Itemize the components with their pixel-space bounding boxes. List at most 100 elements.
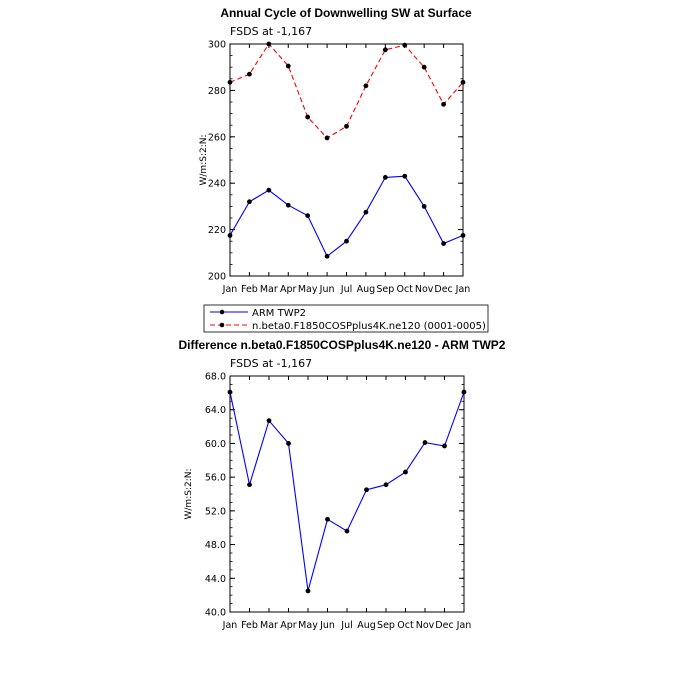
chart-2-series-0-point — [344, 528, 350, 534]
chart-1-y-tick-label: 260 — [208, 132, 226, 143]
chart-1-series-1-point — [344, 123, 349, 129]
chart-2-series-0-point — [422, 440, 428, 445]
chart-2-series-0-point — [442, 443, 447, 449]
chart-1-series-1-point — [247, 71, 252, 77]
chart-2-y-tick-label: 64.0 — [205, 405, 226, 416]
chart-1-x-tick-label: Aug — [357, 284, 376, 295]
chart-2-series-0-point — [305, 588, 311, 594]
chart-2-series — [227, 389, 467, 594]
chart-1-series-0-point — [344, 238, 349, 244]
chart-2-series-line-0 — [229, 391, 465, 592]
chart-1-series-1-point — [382, 47, 388, 53]
chart-2-y-tick-label: 52.0 — [205, 506, 226, 517]
chart-1-axes: Jan Feb Mar Apr May Jun Jul Aug Sep Oct Nov Dec Jan2… — [208, 40, 470, 296]
chart-2-y-tick-label: 48.0 — [205, 540, 226, 551]
chart-1-y-axis-label: W/m:S:2:N: — [199, 135, 209, 186]
chart-2-x-tick-label: Nov — [416, 620, 435, 631]
chart-1-series-0-point — [247, 199, 252, 205]
chart-1-series-0-point — [402, 173, 408, 179]
chart-1-series-0-point — [460, 233, 466, 238]
chart-2-x-tick-label: Jan — [222, 620, 238, 631]
chart-2-series-0-point — [364, 487, 369, 493]
chart-2-x-tick-label: Dec — [435, 620, 453, 631]
chart-1-series-1-point — [285, 63, 291, 69]
chart-2-y-tick-label: 40.0 — [205, 608, 226, 619]
chart-2-y-axis-label: W/m:S:2:N: — [184, 469, 194, 520]
chart-1-x-tick-label: Dec — [434, 284, 452, 295]
chart-1-series-1-point — [227, 79, 233, 85]
chart-2-x-tick-label: Jul — [340, 620, 352, 631]
chart-1-series-0-point — [441, 241, 446, 246]
chart-2-y-tick-label: 44.0 — [205, 574, 226, 585]
chart-1-x-tick-label: Mar — [260, 284, 278, 295]
chart-1-series-0-point — [305, 213, 311, 219]
chart-1-y-tick-label: 220 — [208, 225, 226, 236]
chart-2-y-tick-label: 60.0 — [205, 439, 226, 450]
chart-1-series-1-point — [421, 64, 427, 70]
legend-marker-model — [219, 322, 225, 328]
legend-box — [203, 304, 489, 333]
chart-1-x-tick-label: Jun — [319, 284, 335, 295]
chart-2-series-0-point — [227, 389, 233, 395]
chart-2-x-tick-label: Jan — [456, 620, 472, 631]
chart-1-x-tick-label: Jan — [222, 284, 238, 295]
chart-2-title: Difference n.beta0.F1850COSPplus4K.ne120… — [179, 338, 506, 352]
chart-difference: Difference n.beta0.F1850COSPplus4K.ne120… — [179, 338, 506, 631]
chart-1-series — [227, 41, 466, 259]
chart-1-title: Annual Cycle of Downwelling SW at Surfac… — [220, 6, 472, 20]
chart-1-y-tick-label: 200 — [208, 272, 226, 283]
chart-2-series-0-point — [286, 441, 291, 446]
chart-2-x-tick-label: Aug — [357, 620, 376, 631]
chart-1-subtitle: FSDS at -1,167 — [230, 25, 312, 38]
chart-1-series-0-point — [266, 187, 272, 193]
chart-1-series-1-point — [441, 101, 446, 107]
chart-1-series-1-point — [266, 41, 272, 47]
chart-2-series-0-point — [461, 389, 467, 395]
chart-2-y-tick-label: 56.0 — [205, 473, 226, 484]
chart-1-series-1-point — [402, 42, 408, 48]
chart-1-series-0-point — [227, 233, 233, 238]
chart-1-series-1-point — [305, 114, 311, 120]
chart-2-series-0-point — [383, 482, 389, 488]
chart-1-series-line-0 — [229, 175, 464, 258]
legend-marker-arm — [219, 309, 225, 315]
chart-1-y-tick-label: 280 — [208, 86, 226, 97]
chart-2-series-0-point — [247, 482, 252, 488]
chart-2-x-tick-label: Sep — [377, 620, 395, 631]
chart-1-x-tick-label: May — [298, 284, 318, 295]
chart-1-y-tick-label: 300 — [208, 40, 226, 51]
chart-1-series-0-point — [421, 204, 427, 209]
chart-1-x-tick-label: Sep — [376, 284, 394, 295]
legend-label-arm: ARM TWP2 — [252, 308, 306, 319]
chart-1-x-tick-label: Oct — [397, 284, 414, 295]
chart-1-series-1-point — [324, 135, 330, 141]
chart-1-x-tick-label: Jan — [455, 284, 471, 295]
chart-2-x-tick-label: Apr — [280, 620, 297, 631]
chart-2-series-0-point — [403, 469, 408, 475]
chart-2-x-tick-label: Jun — [319, 620, 335, 631]
chart-1-x-tick-label: Jul — [340, 284, 352, 295]
chart-1-x-tick-label: Apr — [280, 284, 297, 295]
chart-2-x-tick-label: Feb — [241, 620, 258, 631]
chart-1-series-1-point — [363, 83, 369, 89]
legend: ARM TWP2 n.beta0.F1850COSPplus4K.ne120 (… — [203, 304, 489, 333]
chart-2-x-tick-label: Oct — [397, 620, 414, 631]
chart-annual-cycle: Annual Cycle of Downwelling SW at Surfac… — [199, 6, 472, 295]
chart-1-x-tick-label: Feb — [241, 284, 258, 295]
chart-2-y-tick-label: 68.0 — [205, 372, 226, 383]
chart-1-series-1-point — [460, 79, 466, 85]
chart-1-series-0-point — [382, 175, 388, 180]
chart-2-subtitle: FSDS at -1,167 — [230, 357, 312, 370]
chart-1-series-line-1 — [229, 43, 464, 139]
legend-label-model: n.beta0.F1850COSPplus4K.ne120 (0001-0005… — [252, 321, 486, 332]
chart-2-x-tick-label: May — [298, 620, 318, 631]
chart-1-series-0-point — [324, 253, 330, 259]
chart-1-series-0-point — [363, 209, 369, 215]
chart-2-plot-frame — [229, 375, 465, 613]
chart-1-y-tick-label: 240 — [208, 179, 226, 190]
chart-2-series-0-point — [266, 418, 272, 424]
chart-1-series-0-point — [285, 202, 291, 208]
chart-2-x-tick-label: Mar — [260, 620, 278, 631]
chart-2-axes: Jan Feb Mar Apr May Jun Jul Aug Sep Oct Nov Dec Jan4… — [205, 372, 471, 632]
